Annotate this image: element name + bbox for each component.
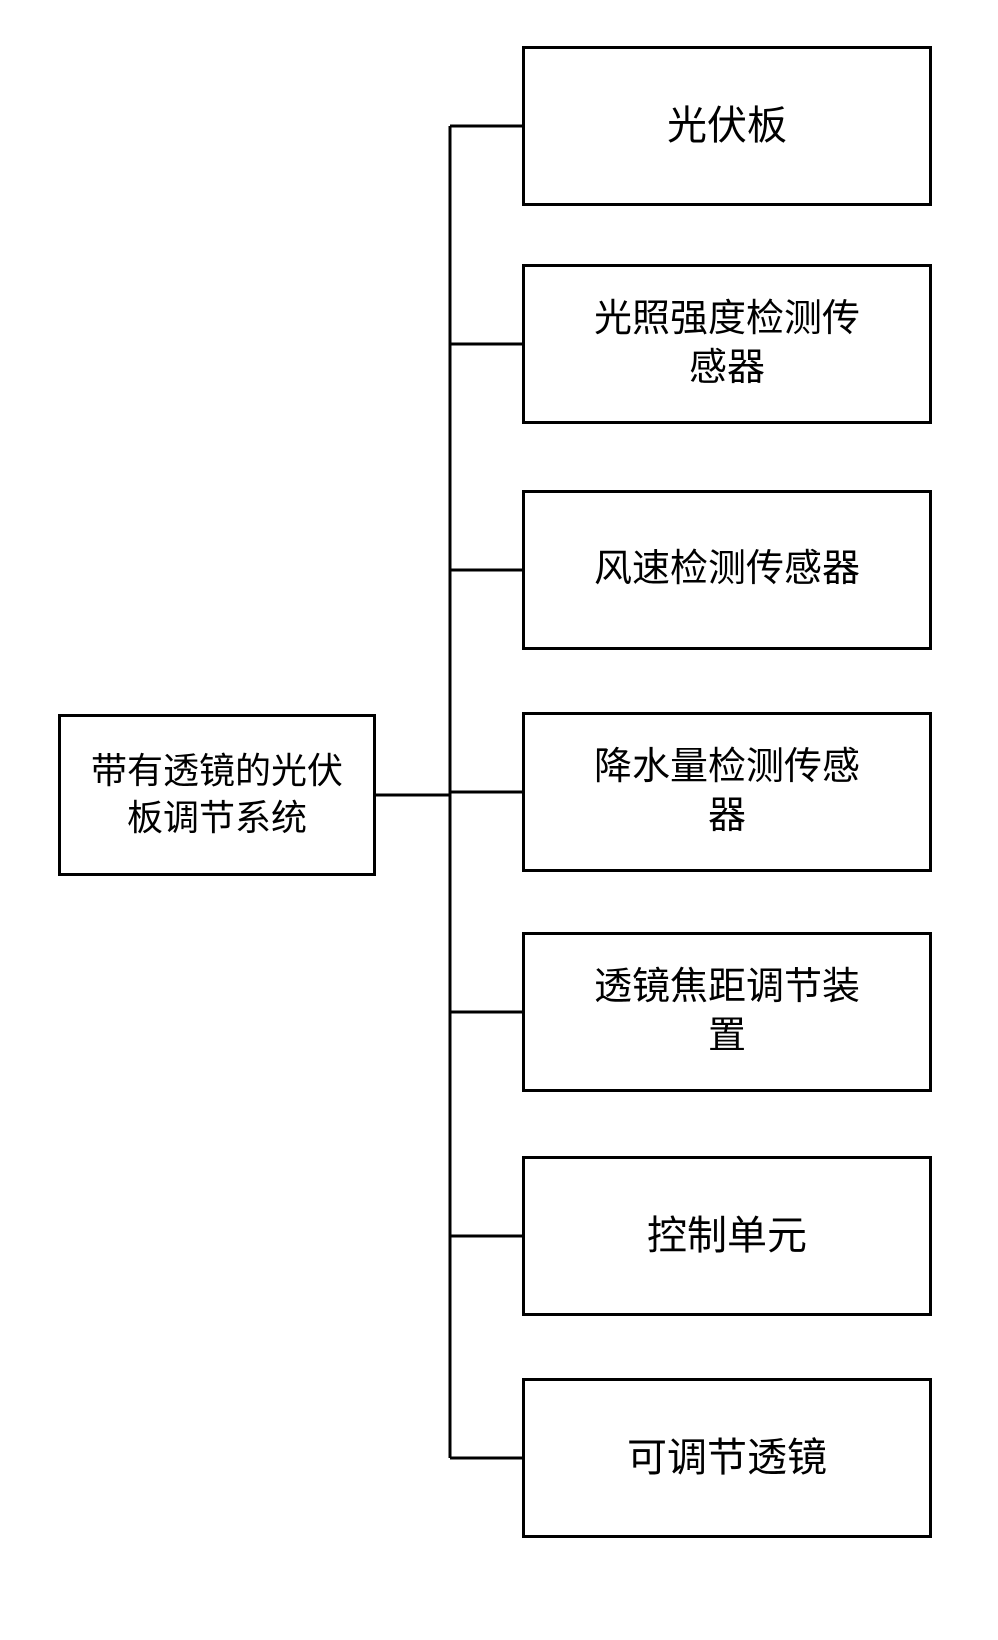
child-node-label-0: 光伏板 bbox=[667, 100, 787, 152]
child-node-6: 可调节透镜 bbox=[522, 1378, 932, 1538]
root-node-label: 带有透镜的光伏 板调节系统 bbox=[91, 748, 343, 842]
child-node-1: 光照强度检测传 感器 bbox=[522, 264, 932, 424]
child-node-label-6: 可调节透镜 bbox=[627, 1432, 827, 1484]
child-node-label-3: 降水量检测传感 器 bbox=[594, 743, 860, 842]
child-node-5: 控制单元 bbox=[522, 1156, 932, 1316]
child-node-3: 降水量检测传感 器 bbox=[522, 712, 932, 872]
child-node-label-1: 光照强度检测传 感器 bbox=[594, 295, 860, 394]
child-node-2: 风速检测传感器 bbox=[522, 490, 932, 650]
child-node-label-2: 风速检测传感器 bbox=[594, 545, 860, 594]
root-node: 带有透镜的光伏 板调节系统 bbox=[58, 714, 376, 876]
child-node-label-5: 控制单元 bbox=[647, 1210, 807, 1262]
child-node-label-4: 透镜焦距调节装 置 bbox=[594, 963, 860, 1062]
child-node-4: 透镜焦距调节装 置 bbox=[522, 932, 932, 1092]
child-node-0: 光伏板 bbox=[522, 46, 932, 206]
